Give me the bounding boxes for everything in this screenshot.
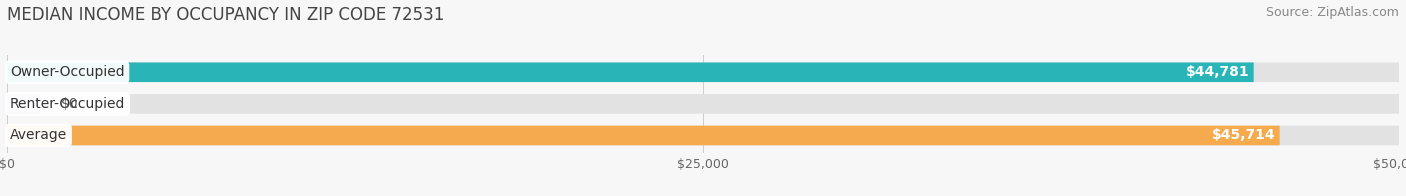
FancyBboxPatch shape (7, 63, 1399, 82)
FancyBboxPatch shape (7, 126, 1279, 145)
Text: $44,781: $44,781 (1185, 65, 1250, 79)
FancyBboxPatch shape (7, 94, 41, 114)
Text: Owner-Occupied: Owner-Occupied (10, 65, 125, 79)
Text: Renter-Occupied: Renter-Occupied (10, 97, 125, 111)
Text: $45,714: $45,714 (1212, 129, 1275, 142)
FancyBboxPatch shape (7, 63, 1254, 82)
FancyBboxPatch shape (7, 126, 1399, 145)
Text: $0: $0 (62, 97, 79, 111)
Text: Source: ZipAtlas.com: Source: ZipAtlas.com (1265, 6, 1399, 19)
Text: Average: Average (10, 129, 67, 142)
FancyBboxPatch shape (7, 94, 1399, 114)
Text: MEDIAN INCOME BY OCCUPANCY IN ZIP CODE 72531: MEDIAN INCOME BY OCCUPANCY IN ZIP CODE 7… (7, 6, 444, 24)
